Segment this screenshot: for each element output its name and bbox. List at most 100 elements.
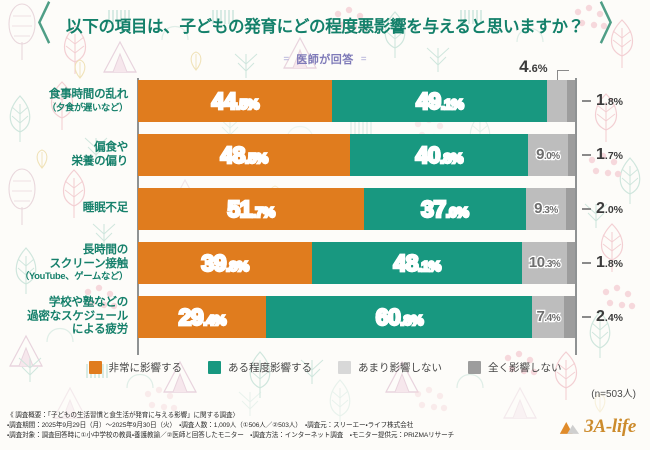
segment-value-label: 60.8% 60.8% xyxy=(375,303,425,330)
segment-somewhat-affected[interactable]: 37.0% 37.0% xyxy=(363,188,526,230)
row-category-label: 食事時間の乱れ （夕食が遅いなど） xyxy=(0,89,128,114)
segment-value-label: 48.5% 48.5% xyxy=(219,141,269,168)
row-category-label-line: による疲労 xyxy=(71,323,128,336)
legend-item[interactable]: 非常に影響する xyxy=(88,360,183,375)
segment-value-label: 9.3% 9.3% xyxy=(533,200,559,217)
callout-not-at-all-affected: 1.8% xyxy=(582,93,623,109)
callout-leader-line xyxy=(582,208,591,210)
callout-elbow-line xyxy=(557,70,570,80)
legend-swatch-icon xyxy=(468,361,481,374)
subtitle-row: = 医師が回答 = xyxy=(0,51,650,67)
segment-not-at-all-affected[interactable] xyxy=(567,134,575,176)
legend-label: あまり影響しない xyxy=(358,362,442,374)
row-category-label-line: 食事時間の乱れ xyxy=(48,88,128,101)
title-row: 〈 以下の項目は、子どもの発育にどの程度悪影響を与えると思いますか？ 〉 xyxy=(0,2,650,48)
segment-value-label: 51.7% 51.7% xyxy=(226,195,276,222)
row-category-label-line: 偏食や xyxy=(94,141,128,154)
stacked-bar: 48.5% 48.5% 40.8% 40.8% 9.0% 9.0% xyxy=(138,134,575,176)
brand-logo[interactable]: 3A-life xyxy=(558,416,636,438)
segment-value-label: 9.0% 9.0% xyxy=(535,146,561,163)
segment-very-affected[interactable]: 51.7% 51.7% xyxy=(138,188,364,230)
callout-value: 1.8% xyxy=(596,92,623,109)
row-category-label-line: 長時間の xyxy=(82,243,128,256)
row-category-label-line: スクリーン接触 xyxy=(49,257,128,270)
segment-very-affected[interactable]: 39.8% 39.8% xyxy=(138,242,312,284)
legend-swatch-icon xyxy=(208,361,221,374)
callout-not-at-all-affected: 1.8% xyxy=(582,255,623,271)
stacked-bar-chart: 食事時間の乱れ （夕食が遅いなど） 44.5% 44.5% 49.1% 49.1% 偏食や栄… xyxy=(0,58,650,357)
segment-value-label: 48.1% 48.1% xyxy=(392,249,442,276)
stacked-bar: 44.5% 44.5% 49.1% 49.1% xyxy=(138,80,575,122)
segment-value-label: 49.1% 49.1% xyxy=(415,87,465,114)
stacked-bar: 29.4% 29.4% 60.8% 60.8% 7.4% 7.4% xyxy=(138,296,575,338)
callout-leader-line xyxy=(582,316,591,318)
row-category-label: 長時間の スクリーン接触 （YouTube、ゲームなど） xyxy=(0,244,128,282)
callout-not-at-all-affected: 2.4% xyxy=(582,309,623,325)
segment-not-at-all-affected[interactable] xyxy=(567,242,575,284)
row-category-label-line: 過密なスケジュール xyxy=(27,310,128,323)
segment-not-much-affected[interactable]: 9.0% 9.0% xyxy=(528,134,568,176)
brand-name: 3A-life xyxy=(584,416,636,437)
stacked-bar: 51.7% 51.7% 37.0% 37.0% 9.3% 9.3% xyxy=(138,188,575,230)
segment-not-much-affected[interactable] xyxy=(547,80,568,122)
row-category-label-line: 栄養の偏り xyxy=(71,155,129,167)
row-category-sublabel: （夕食が遅いなど） xyxy=(47,102,128,113)
legend-swatch-icon xyxy=(338,361,351,374)
segment-value-label: 39.8% 39.8% xyxy=(200,249,250,276)
chart-legend: 非常に影響する ある程度影響する あまり影響しない 全く影響しない xyxy=(0,360,650,375)
chart-row: 学校や塾などの 過密なスケジュール による疲労 29.4% 29.4% 60.8% 60.8… xyxy=(0,296,650,338)
bracket-right-icon: 〉 xyxy=(597,0,632,51)
segment-value-label: 10.3% 10.3% xyxy=(528,254,562,271)
survey-note-line-2: ・調査期間：2025年9月29日（月）～2025年9月30日（火） ・調査人数：… xyxy=(7,422,414,430)
callout-value: 2.4% xyxy=(596,308,623,325)
survey-note-line-1: 《 調査概要：「子どもの生活習慣と食生活が発育に与える影響」に関する調査〉 xyxy=(7,412,240,419)
segment-somewhat-affected[interactable]: 40.8% 40.8% xyxy=(349,134,529,176)
chart-row: 食事時間の乱れ （夕食が遅いなど） 44.5% 44.5% 49.1% 49.1% xyxy=(0,80,650,122)
callout-value: 1.8% xyxy=(596,254,623,271)
segment-not-much-affected[interactable]: 9.3% 9.3% xyxy=(525,188,567,230)
segment-very-affected[interactable]: 29.4% 29.4% xyxy=(138,296,267,338)
callout-not-at-all-affected: 2.0% xyxy=(582,201,623,217)
row-category-label: 睡眠不足 xyxy=(0,202,128,216)
subtitle-rule-left-icon: = xyxy=(283,53,290,65)
chart-row: 長時間の スクリーン接触 （YouTube、ゲームなど） 39.8% 39.8% 48.1… xyxy=(0,242,650,284)
row-category-label: 偏食や 栄養の偏り xyxy=(0,141,129,168)
segment-not-at-all-affected[interactable] xyxy=(566,188,575,230)
legend-item[interactable]: 全く影響しない xyxy=(468,360,562,375)
legend-label: ある程度影響する xyxy=(228,362,312,374)
legend-item[interactable]: あまり影響しない xyxy=(338,360,442,375)
segment-value-label: 29.4% 29.4% xyxy=(177,303,227,330)
row-category-label-line: 睡眠不足 xyxy=(82,202,128,215)
callout-value: 2.0% xyxy=(596,200,623,217)
page-title: 以下の項目は、子どもの発育にどの程度悪影響を与えると思いますか？ xyxy=(66,18,584,36)
callout-leader-line xyxy=(582,154,591,156)
mountain-icon xyxy=(558,420,580,435)
stacked-bar: 39.8% 39.8% 48.1% 48.1% 10.3% 10.3% xyxy=(138,242,575,284)
callout-value: 1.7% xyxy=(596,146,623,163)
segment-very-affected[interactable]: 48.5% 48.5% xyxy=(138,134,350,176)
header: 〈 以下の項目は、子どもの発育にどの程度悪影響を与えると思いますか？ 〉 = 医… xyxy=(0,2,650,67)
segment-not-at-all-affected[interactable] xyxy=(567,80,575,122)
survey-overview-note: 《 調査概要：「子どもの生活習慣と食生活が発育に与える影響」に関する調査〉 ・調… xyxy=(7,411,477,442)
segment-not-much-affected[interactable]: 7.4% 7.4% xyxy=(532,296,565,338)
callout-leader-line xyxy=(582,100,591,102)
segment-value-label: 7.4% 7.4% xyxy=(535,308,561,325)
legend-item[interactable]: ある程度影響する xyxy=(208,360,312,375)
segment-not-at-all-affected[interactable] xyxy=(564,296,575,338)
footer: 《 調査概要：「子どもの生活習慣と食生活が発育に与える影響」に関する調査〉 ・調… xyxy=(0,404,650,450)
segment-somewhat-affected[interactable]: 60.8% 60.8% xyxy=(266,296,533,338)
row-category-label-line: 学校や塾などの xyxy=(48,296,128,309)
segment-value-label: 40.8% 40.8% xyxy=(414,141,464,168)
survey-note-line-3: ・調査対象：調査回答時に①小中学校の教員・養護教諭／②医師と回答したモニター ・… xyxy=(7,432,455,440)
segment-very-affected[interactable]: 44.5% 44.5% xyxy=(138,80,333,122)
legend-swatch-icon xyxy=(88,361,102,374)
row-category-sublabel: （YouTube、ゲームなど） xyxy=(20,271,128,282)
legend-label: 全く影響しない xyxy=(488,362,562,374)
callout-leader-line xyxy=(582,262,591,264)
bracket-left-icon: 〈 xyxy=(18,0,53,51)
legend-label: 非常に影響する xyxy=(108,362,183,374)
segment-not-much-affected[interactable]: 10.3% 10.3% xyxy=(522,242,568,284)
segment-somewhat-affected[interactable]: 49.1% 49.1% xyxy=(332,80,548,122)
segment-somewhat-affected[interactable]: 48.1% 48.1% xyxy=(311,242,523,284)
